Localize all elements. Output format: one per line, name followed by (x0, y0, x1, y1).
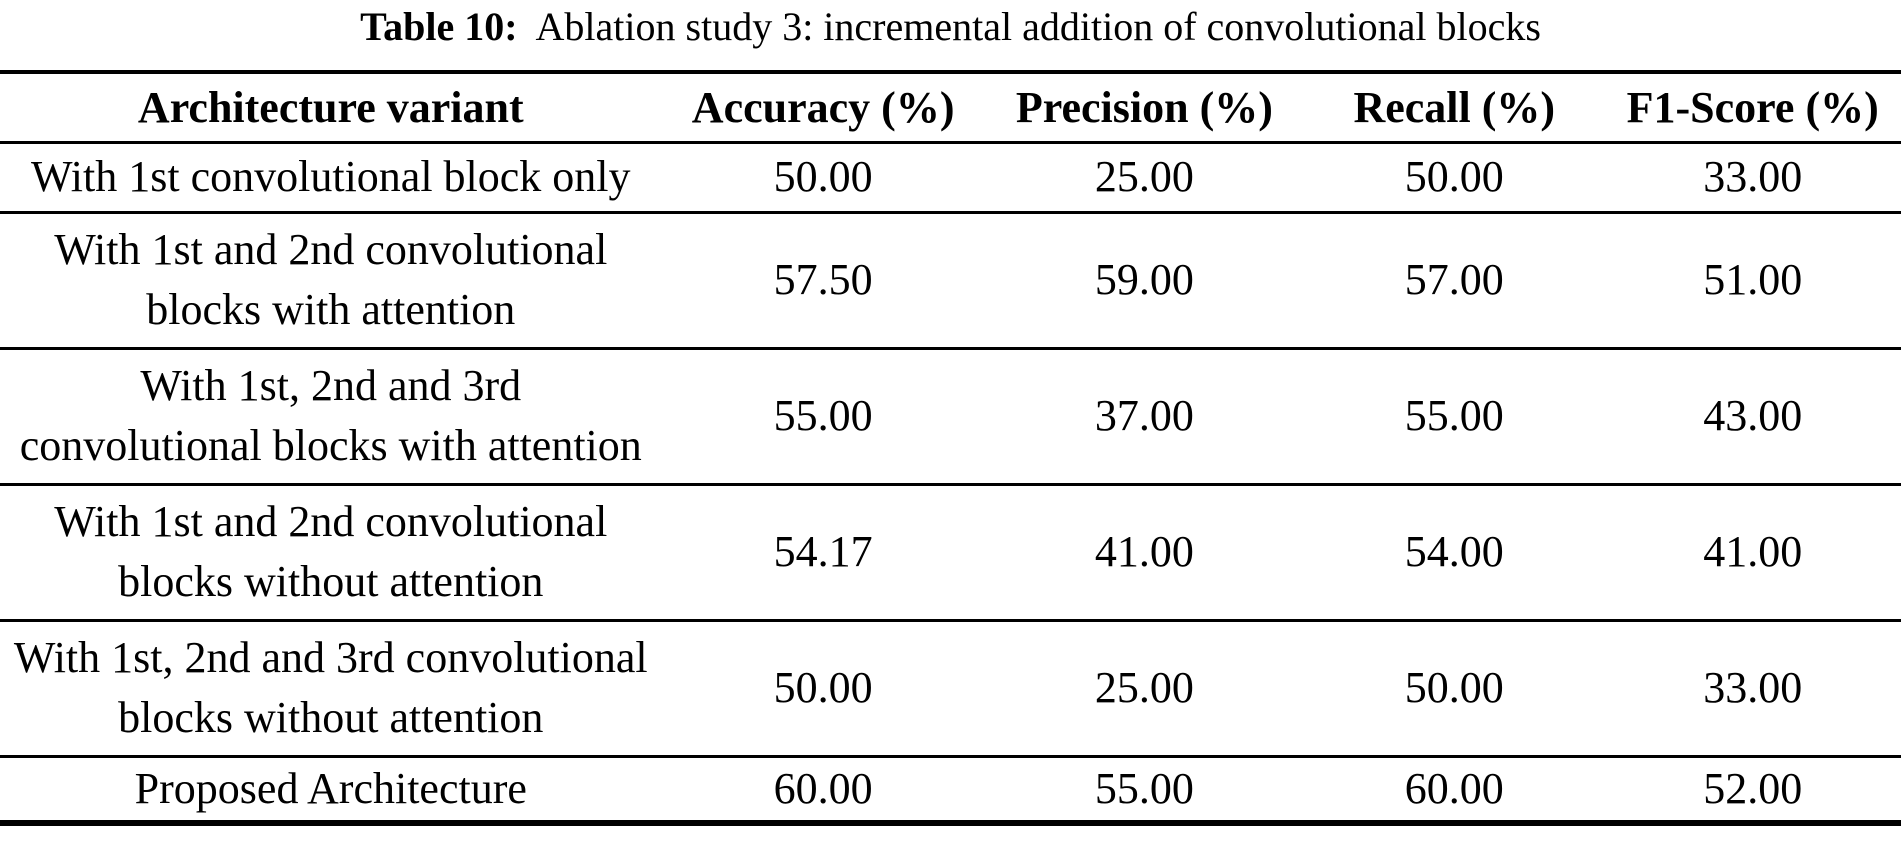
table-body: With 1st convolutional block only 50.00 … (0, 142, 1901, 823)
accuracy-cell: 50.00 (773, 152, 873, 201)
variant-cell: With 1st and 2nd convolutional blocks wi… (54, 225, 608, 334)
accuracy-cell: 55.00 (773, 391, 873, 440)
table-row: With 1st, 2nd and 3rd convolutional bloc… (0, 620, 1901, 756)
table-row: Proposed Architecture 60.00 55.00 60.00 … (0, 756, 1901, 823)
column-header-architecture-variant: Architecture variant (137, 82, 524, 132)
table-caption: Table 10: Ablation study 3: incremental … (0, 0, 1901, 70)
recall-cell: 55.00 (1404, 391, 1504, 440)
f1-cell: 41.00 (1703, 527, 1803, 576)
f1-cell: 52.00 (1703, 763, 1803, 813)
accuracy-cell: 54.17 (773, 527, 873, 576)
table-row: With 1st and 2nd convolutional blocks wi… (0, 212, 1901, 348)
table-row: With 1st and 2nd convolutional blocks wi… (0, 484, 1901, 620)
variant-cell: With 1st convolutional block only (31, 152, 631, 201)
f1-cell: 33.00 (1703, 663, 1803, 712)
caption-text: Ablation study 3: incremental addition o… (535, 4, 1541, 49)
precision-cell: 37.00 (1094, 391, 1194, 440)
precision-cell: 41.00 (1094, 527, 1194, 576)
column-header-precision: Precision (%) (1015, 82, 1273, 132)
header-row: Architecture variant Accuracy (%) Precis… (0, 72, 1901, 142)
precision-cell: 55.00 (1094, 763, 1194, 813)
column-header-f1-score: F1-Score (%) (1626, 82, 1879, 132)
recall-cell: 60.00 (1404, 763, 1504, 813)
recall-cell: 57.00 (1404, 255, 1504, 304)
caption-label: Table 10: (360, 4, 518, 49)
column-header-recall: Recall (%) (1353, 82, 1556, 132)
f1-cell: 33.00 (1703, 152, 1803, 201)
accuracy-cell: 50.00 (773, 663, 873, 712)
variant-cell: Proposed Architecture (134, 763, 527, 813)
table-row: With 1st convolutional block only 50.00 … (0, 142, 1901, 212)
f1-cell: 43.00 (1703, 391, 1803, 440)
recall-cell: 50.00 (1404, 152, 1504, 201)
precision-cell: 59.00 (1094, 255, 1194, 304)
recall-cell: 54.00 (1404, 527, 1504, 576)
variant-cell: With 1st and 2nd convolutional blocks wi… (54, 497, 608, 606)
variant-cell: With 1st, 2nd and 3rd convolutional bloc… (19, 361, 642, 470)
accuracy-cell: 57.50 (773, 255, 873, 304)
table-header: Architecture variant Accuracy (%) Precis… (0, 72, 1901, 142)
results-table: Architecture variant Accuracy (%) Precis… (0, 70, 1901, 826)
table-row: With 1st, 2nd and 3rd convolutional bloc… (0, 348, 1901, 484)
column-header-accuracy: Accuracy (%) (691, 82, 955, 132)
precision-cell: 25.00 (1094, 663, 1194, 712)
variant-cell: With 1st, 2nd and 3rd convolutional bloc… (13, 633, 648, 742)
recall-cell: 50.00 (1404, 663, 1504, 712)
precision-cell: 25.00 (1094, 152, 1194, 201)
f1-cell: 51.00 (1703, 255, 1803, 304)
accuracy-cell: 60.00 (773, 763, 873, 813)
